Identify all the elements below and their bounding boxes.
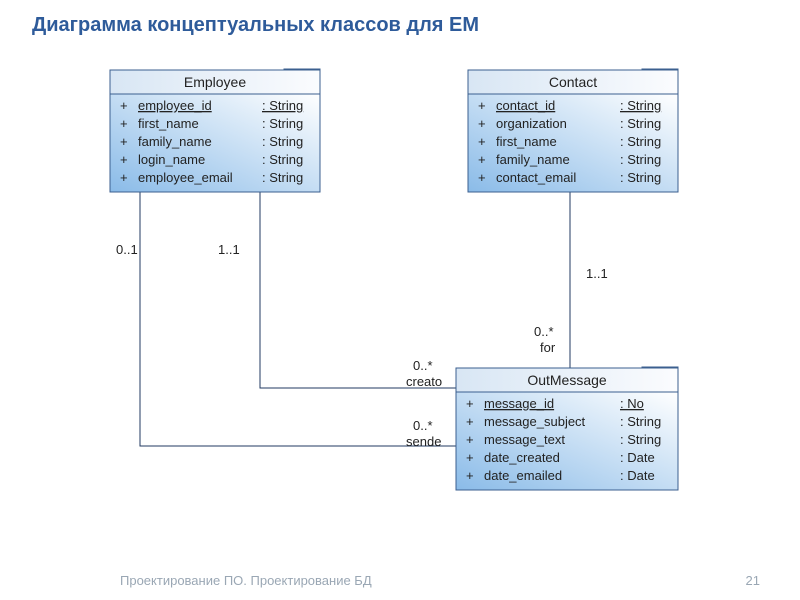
class-employee: Employee + employee_id : String + first_name:… bbox=[110, 69, 320, 192]
attr-visibility: + bbox=[478, 170, 486, 185]
attr-type: : No bbox=[620, 396, 644, 411]
assoc-emp-msg-creator: 1..1 0..*creato bbox=[218, 192, 456, 389]
uml-canvas: 1..10..*creato0..10..*sende1..10..*for E… bbox=[0, 0, 800, 600]
attr-name: family_name bbox=[496, 152, 570, 167]
assoc-label: 0..* bbox=[534, 324, 554, 339]
attr-type: : String bbox=[262, 98, 303, 113]
assoc-contact-msg-for: 1..1 0..*for bbox=[534, 192, 608, 368]
class-name: OutMessage bbox=[527, 372, 607, 388]
attr-type: : Date bbox=[620, 450, 655, 465]
attr-type: : String bbox=[262, 170, 303, 185]
attr-type: : String bbox=[262, 116, 303, 131]
attr-type: : String bbox=[620, 170, 661, 185]
attr-visibility: + bbox=[120, 152, 128, 167]
attr-type: : String bbox=[620, 152, 661, 167]
attr-type: : String bbox=[262, 152, 303, 167]
attr-visibility: + bbox=[478, 116, 486, 131]
attr-visibility: + bbox=[120, 116, 128, 131]
attr-visibility: + bbox=[466, 396, 474, 411]
class-name: Employee bbox=[184, 74, 246, 90]
attr-name: employee_email bbox=[138, 170, 233, 185]
attr-name: login_name bbox=[138, 152, 205, 167]
attr-visibility: + bbox=[478, 98, 486, 113]
attr-type: : String bbox=[620, 432, 661, 447]
attr-type: : String bbox=[262, 134, 303, 149]
footer-text: Проектирование ПО. Проектирование БД bbox=[120, 573, 372, 588]
class-outmessage: OutMessage + message_id : No + message_subjec… bbox=[456, 367, 678, 490]
attr-visibility: + bbox=[120, 170, 128, 185]
attr-name: organization bbox=[496, 116, 567, 131]
attr-name: date_emailed bbox=[484, 468, 562, 483]
attr-visibility: + bbox=[466, 450, 474, 465]
attr-name: date_created bbox=[484, 450, 560, 465]
attr-name: message_text bbox=[484, 432, 565, 447]
attr-name: family_name bbox=[138, 134, 212, 149]
class-contact: Contact + contact_id : String + organization:… bbox=[468, 69, 678, 192]
attr-name: contact_id bbox=[496, 98, 555, 113]
attr-visibility: + bbox=[478, 134, 486, 149]
attr-visibility: + bbox=[466, 414, 474, 429]
attr-name: message_subject bbox=[484, 414, 586, 429]
assoc-label: 1..1 bbox=[586, 266, 608, 281]
assoc-label: 0..* bbox=[413, 358, 433, 373]
attr-visibility: + bbox=[120, 134, 128, 149]
class-name: Contact bbox=[549, 74, 597, 90]
attr-visibility: + bbox=[478, 152, 486, 167]
assoc-label: 0..* bbox=[413, 418, 433, 433]
attr-name: first_name bbox=[138, 116, 199, 131]
attr-type: : String bbox=[620, 116, 661, 131]
attr-type: : String bbox=[620, 98, 661, 113]
attr-visibility: + bbox=[466, 432, 474, 447]
assoc-label: 1..1 bbox=[218, 242, 240, 257]
assoc-label: for bbox=[540, 340, 556, 355]
attr-type: : Date bbox=[620, 468, 655, 483]
assoc-label: creato bbox=[406, 374, 442, 389]
attr-name: employee_id bbox=[138, 98, 212, 113]
assoc-label: sende bbox=[406, 434, 441, 449]
attr-name: first_name bbox=[496, 134, 557, 149]
attr-visibility: + bbox=[120, 98, 128, 113]
attr-name: message_id bbox=[484, 396, 554, 411]
page-number: 21 bbox=[746, 573, 760, 588]
attr-name: contact_email bbox=[496, 170, 576, 185]
assoc-emp-msg-sender: 0..10..*sende bbox=[116, 192, 456, 449]
attr-type: : String bbox=[620, 414, 661, 429]
attr-visibility: + bbox=[466, 468, 474, 483]
assoc-label: 0..1 bbox=[116, 242, 138, 257]
attr-type: : String bbox=[620, 134, 661, 149]
